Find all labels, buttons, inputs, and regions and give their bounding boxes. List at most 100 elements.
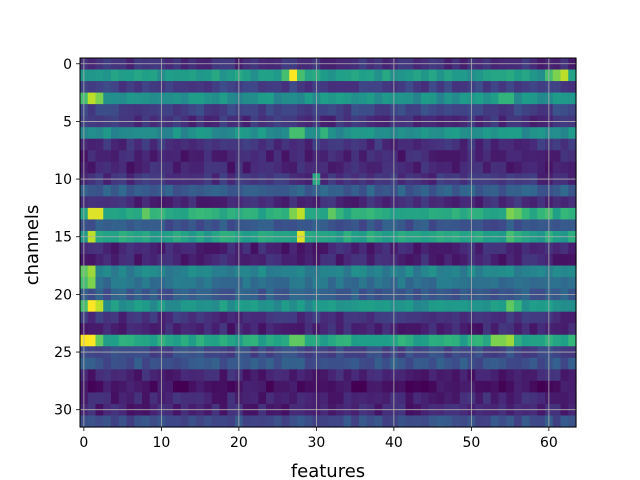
heatmap-cell [180, 207, 190, 221]
heatmap-cell [506, 196, 515, 209]
heatmap-cell [397, 150, 407, 163]
heatmap-cell [328, 415, 337, 428]
heatmap-cell [173, 277, 182, 290]
heatmap-cell [289, 127, 298, 140]
heatmap-cell [552, 334, 562, 347]
heatmap-cell [552, 219, 562, 232]
heatmap-cell [173, 81, 182, 94]
heatmap-cell [498, 150, 507, 163]
heatmap-cell [560, 392, 569, 405]
heatmap-cell [118, 334, 128, 347]
heatmap-cell [173, 311, 182, 324]
y-axis-ticks: 0 5 10 15 20 25 30 [54, 57, 80, 419]
heatmap-cell [506, 265, 515, 278]
heatmap-cell [149, 196, 159, 209]
heatmap-cell [304, 392, 314, 405]
heatmap-cell [165, 161, 174, 174]
heatmap-cell [452, 380, 461, 394]
heatmap-cell [537, 161, 546, 174]
heatmap-cell [560, 254, 569, 267]
heatmap-cell [196, 392, 205, 405]
heatmap-cell [483, 392, 492, 405]
heatmap-cell [173, 265, 182, 278]
heatmap-cell [180, 242, 190, 255]
heatmap-cell [118, 207, 128, 221]
heatmap-cell [359, 127, 368, 140]
heatmap-cell [521, 81, 531, 94]
heatmap-cell [397, 196, 407, 209]
heatmap-cell [452, 207, 461, 221]
heatmap-cell [366, 415, 376, 428]
heatmap-cell [359, 92, 368, 105]
heatmap-cell [297, 323, 306, 336]
heatmap-cell [475, 277, 484, 290]
heatmap-cell [149, 300, 159, 313]
heatmap-cell [149, 81, 159, 94]
heatmap-cell [227, 161, 236, 174]
heatmap-cell [506, 127, 515, 140]
heatmap-cell [103, 242, 112, 255]
heatmap-cell [351, 92, 360, 105]
heatmap-cell [95, 369, 104, 382]
heatmap-cell [103, 415, 112, 428]
heatmap-cell [498, 242, 507, 255]
heatmap-cell [421, 277, 430, 290]
heatmap-cell [258, 196, 267, 209]
heatmap-cell [134, 323, 143, 336]
heatmap-cell [428, 380, 438, 394]
heatmap-cell [343, 207, 352, 221]
heatmap-cell [328, 150, 337, 163]
heatmap-cell [266, 207, 275, 221]
heatmap-cell [552, 254, 562, 267]
heatmap-cell [180, 161, 190, 174]
heatmap-cell [560, 357, 569, 370]
heatmap-cell [219, 357, 228, 370]
heatmap-cell [444, 369, 453, 382]
heatmap-cell [173, 104, 182, 117]
heatmap-cell [250, 380, 259, 394]
heatmap-cell [95, 254, 104, 267]
heatmap-cell [165, 242, 174, 255]
heatmap-cell [87, 380, 97, 394]
heatmap-cell [211, 254, 221, 267]
heatmap-cell [428, 207, 438, 221]
heatmap-cell [428, 161, 438, 174]
heatmap-cell [188, 150, 197, 163]
heatmap-cell [428, 277, 438, 290]
heatmap-cell [436, 311, 445, 324]
heatmap-cell [204, 357, 213, 370]
heatmap-cell [560, 138, 569, 151]
heatmap-cell [180, 69, 190, 82]
heatmap-cell [289, 357, 298, 370]
heatmap-cell [374, 92, 383, 105]
heatmap-cell [444, 219, 453, 232]
heatmap-cell [289, 138, 298, 151]
heatmap-cell [452, 138, 461, 151]
y-tick-label: 30 [54, 403, 72, 419]
heatmap-cell [405, 242, 414, 255]
heatmap-cell [149, 311, 159, 324]
heatmap-cell [351, 127, 360, 140]
heatmap-cell [258, 92, 267, 105]
heatmap-cell [428, 242, 438, 255]
heatmap-cell [134, 104, 143, 117]
heatmap-cell [374, 242, 383, 255]
heatmap-cell [459, 242, 469, 255]
heatmap-cell [188, 219, 197, 232]
heatmap-cell [273, 415, 283, 428]
heatmap-cell [483, 69, 492, 82]
heatmap-cell [537, 380, 546, 394]
heatmap-cell [196, 277, 205, 290]
heatmap-cell [289, 369, 298, 382]
heatmap-cell [382, 265, 391, 278]
heatmap-cell [196, 207, 205, 221]
heatmap-cell [552, 323, 562, 336]
heatmap-cell [227, 69, 236, 82]
heatmap-cell [366, 392, 376, 405]
heatmap-cell [366, 219, 376, 232]
heatmap-cell [126, 357, 135, 370]
heatmap-cell [320, 323, 329, 336]
heatmap-cell [211, 184, 221, 197]
heatmap-cell [320, 127, 329, 140]
heatmap-cells [80, 58, 577, 428]
